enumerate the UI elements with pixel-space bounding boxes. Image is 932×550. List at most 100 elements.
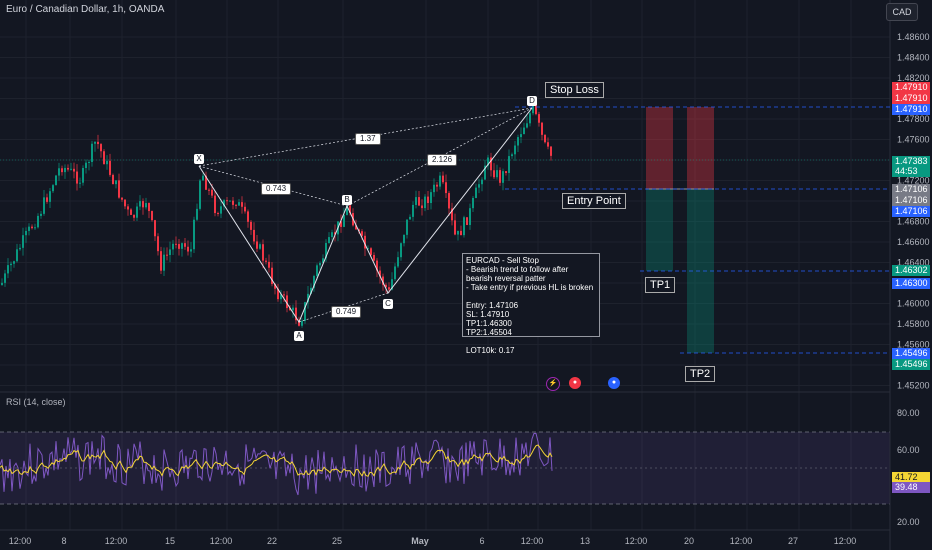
time-tick: 12:00 bbox=[625, 536, 648, 546]
candle-body bbox=[472, 198, 474, 209]
candle-body bbox=[535, 103, 537, 115]
candle-body bbox=[172, 243, 174, 250]
candle-body bbox=[550, 146, 552, 156]
candle-body bbox=[373, 255, 375, 261]
candle-body bbox=[25, 230, 27, 236]
rsi-tick: 20.00 bbox=[897, 517, 920, 527]
ratio-xb-label: 0.743 bbox=[261, 183, 292, 195]
candle-body bbox=[415, 197, 417, 205]
lightning-icon[interactable]: ⚡ bbox=[546, 377, 560, 391]
stop-zone-2 bbox=[687, 107, 714, 189]
price-tick: 1.45200 bbox=[897, 381, 930, 391]
candle-body bbox=[427, 196, 429, 204]
chart-title[interactable]: Euro / Canadian Dollar, 1h, OANDA bbox=[6, 4, 165, 15]
candle-body bbox=[40, 213, 42, 216]
price-tag: 1.47910 bbox=[892, 93, 930, 104]
candle-body bbox=[256, 241, 258, 249]
candle-body bbox=[130, 209, 132, 215]
price-tick: 1.46000 bbox=[897, 299, 930, 309]
candle-body bbox=[205, 175, 207, 190]
candle-body bbox=[97, 141, 99, 145]
tp2-label: TP2 bbox=[685, 366, 716, 382]
candle-body bbox=[289, 308, 291, 311]
flag-eu-icon[interactable]: ● bbox=[608, 377, 620, 389]
candle-body bbox=[442, 175, 444, 183]
candle-body bbox=[118, 180, 120, 198]
time-tick: 25 bbox=[332, 536, 342, 546]
time-tick: 12:00 bbox=[521, 536, 544, 546]
candle-body bbox=[226, 200, 228, 202]
candle-body bbox=[22, 235, 24, 248]
price-tag: 1.47106 bbox=[892, 195, 930, 206]
candle-body bbox=[382, 276, 384, 285]
candle-body bbox=[277, 288, 279, 300]
rsi-title[interactable]: RSI (14, close) bbox=[6, 397, 66, 407]
candle-body bbox=[478, 184, 480, 188]
candle-body bbox=[496, 170, 498, 178]
price-tag: 1.46302 bbox=[892, 265, 930, 276]
entry-point-label: Entry Point bbox=[562, 193, 626, 209]
candle-body bbox=[475, 187, 477, 199]
time-tick: 12:00 bbox=[210, 536, 233, 546]
price-tag: 1.47383 bbox=[892, 156, 930, 167]
candle-body bbox=[412, 204, 414, 217]
candle-body bbox=[232, 200, 234, 205]
candle-body bbox=[517, 137, 519, 146]
candle-body bbox=[376, 260, 378, 271]
candle-body bbox=[490, 157, 492, 171]
candle-body bbox=[304, 302, 306, 321]
candle-body bbox=[511, 154, 513, 157]
candle-body bbox=[163, 254, 165, 271]
currency-button[interactable]: CAD bbox=[886, 3, 918, 21]
candle-body bbox=[520, 134, 522, 138]
candle-body bbox=[19, 247, 21, 250]
price-tick: 1.46600 bbox=[897, 237, 930, 247]
candle-body bbox=[202, 175, 204, 181]
candle-body bbox=[229, 200, 231, 202]
candle-body bbox=[469, 208, 471, 225]
price-tick: 1.48600 bbox=[897, 32, 930, 42]
time-tick: May bbox=[411, 536, 429, 546]
point-c-label: C bbox=[383, 299, 393, 309]
candle-body bbox=[247, 211, 249, 222]
ratio-xd-label: 1.37 bbox=[355, 133, 381, 145]
rsi-ma-line bbox=[0, 444, 553, 477]
candle-body bbox=[157, 236, 159, 252]
price-tick: 1.47800 bbox=[897, 114, 930, 124]
candle-body bbox=[370, 248, 372, 256]
candle-body bbox=[493, 170, 495, 178]
trade-note[interactable]: EURCAD - Sell Stop - Bearish trend to fo… bbox=[462, 253, 600, 355]
candle-body bbox=[538, 114, 540, 123]
candle-body bbox=[448, 193, 450, 209]
candle-body bbox=[28, 226, 30, 231]
candle-body bbox=[424, 196, 426, 209]
candle-body bbox=[502, 171, 504, 183]
candle-body bbox=[16, 249, 18, 262]
point-x-label: X bbox=[194, 154, 204, 164]
time-tick: 13 bbox=[580, 536, 590, 546]
flag-ca-icon[interactable]: ● bbox=[569, 377, 581, 389]
candle-body bbox=[106, 160, 108, 165]
candle-body bbox=[343, 214, 345, 227]
candle-body bbox=[430, 192, 432, 204]
candle-body bbox=[544, 134, 546, 143]
candle-body bbox=[181, 243, 183, 249]
candle-body bbox=[13, 261, 15, 264]
candle-body bbox=[37, 215, 39, 228]
candles bbox=[1, 100, 552, 328]
time-tick: 6 bbox=[479, 536, 484, 546]
candle-body bbox=[283, 294, 285, 296]
candle-body bbox=[76, 171, 78, 184]
candle-body bbox=[52, 185, 54, 192]
price-tick: 1.48200 bbox=[897, 73, 930, 83]
candle-body bbox=[4, 273, 6, 283]
candle-body bbox=[331, 232, 333, 238]
candle-body bbox=[244, 206, 246, 212]
candle-body bbox=[259, 244, 261, 249]
price-tick: 1.48400 bbox=[897, 53, 930, 63]
candle-body bbox=[253, 229, 255, 242]
price-tick: 1.45800 bbox=[897, 319, 930, 329]
candle-body bbox=[286, 295, 288, 309]
candle-body bbox=[385, 284, 387, 288]
